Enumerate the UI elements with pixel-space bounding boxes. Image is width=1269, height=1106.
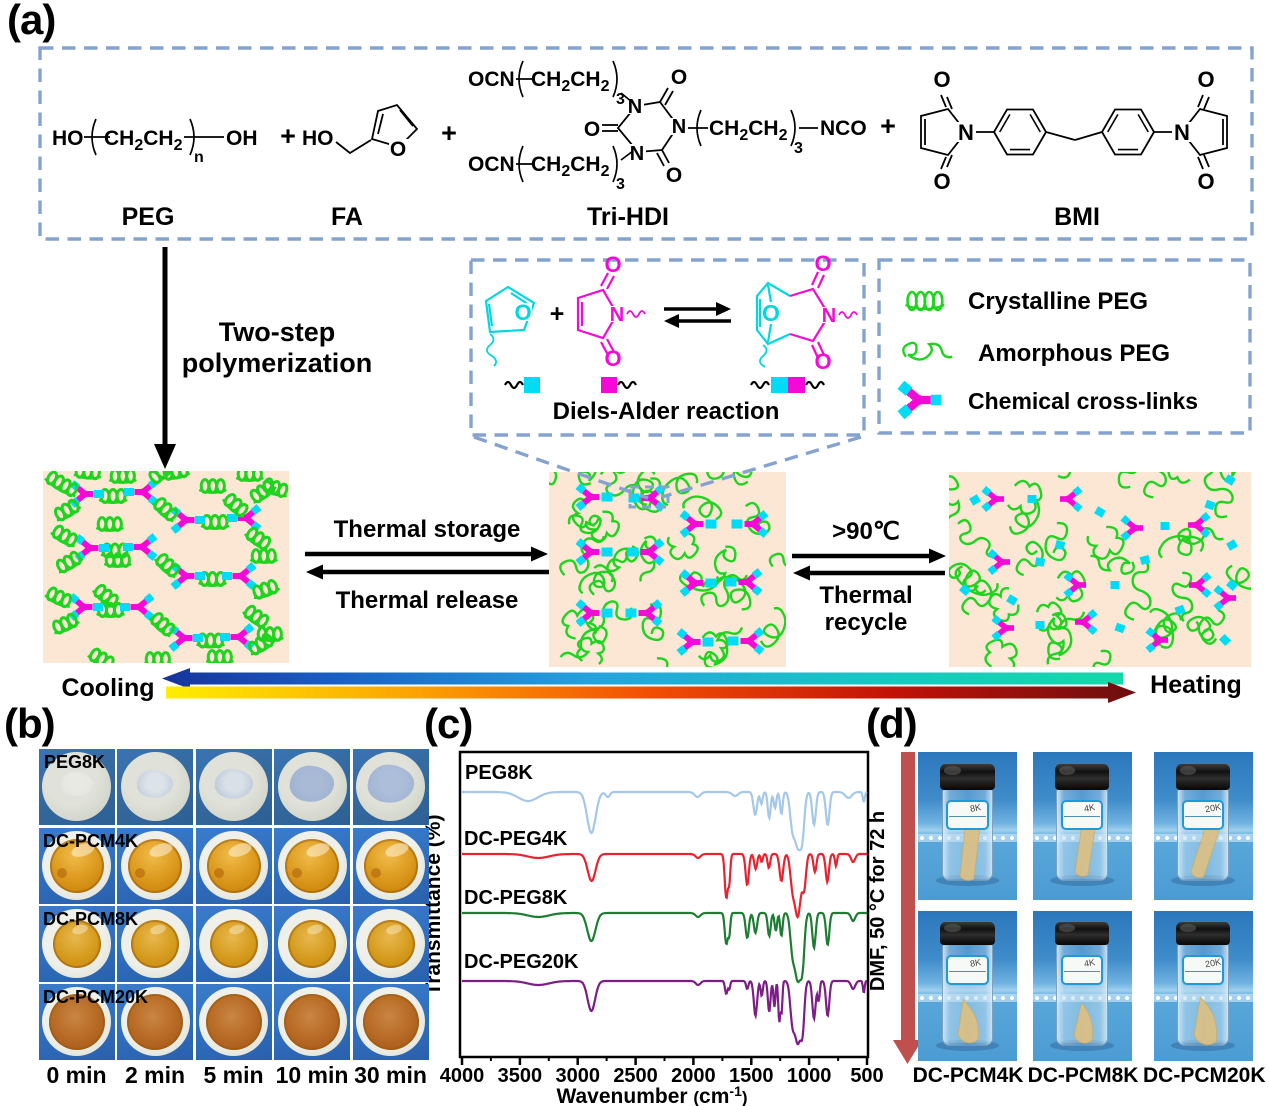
svg-text:PEG8K: PEG8K xyxy=(465,762,533,784)
svg-text:DC-PEG20K: DC-PEG20K xyxy=(464,951,579,973)
svg-text:3: 3 xyxy=(616,91,625,108)
svg-text:O: O xyxy=(584,118,600,141)
svg-text:OCN: OCN xyxy=(468,68,515,91)
svg-text:+: + xyxy=(441,118,457,148)
svg-text:3: 3 xyxy=(794,140,803,157)
svg-text:500: 500 xyxy=(850,1065,883,1087)
svg-text:3500: 3500 xyxy=(498,1065,543,1087)
svg-text:Cooling: Cooling xyxy=(61,674,154,702)
svg-text:1500: 1500 xyxy=(729,1065,774,1087)
svg-text:Wavenumber (cm-1): Wavenumber (cm-1) xyxy=(556,1083,747,1106)
svg-text:2500: 2500 xyxy=(613,1065,658,1087)
svg-text:n: n xyxy=(194,149,204,166)
svg-text:FA: FA xyxy=(331,203,363,231)
svg-text:O: O xyxy=(933,169,950,194)
svg-text:OH: OH xyxy=(226,127,258,150)
svg-text:OCN: OCN xyxy=(468,153,515,176)
svg-text:N: N xyxy=(610,304,624,326)
svg-text:O: O xyxy=(814,251,831,276)
svg-text:O: O xyxy=(604,252,621,277)
svg-text:>90℃: >90℃ xyxy=(832,518,900,545)
svg-text:Heating: Heating xyxy=(1150,671,1242,699)
svg-text:O: O xyxy=(390,138,406,161)
svg-text:1000: 1000 xyxy=(787,1065,832,1087)
svg-text:+: + xyxy=(880,111,896,141)
svg-text:O: O xyxy=(604,346,621,371)
svg-text:N: N xyxy=(822,305,836,327)
svg-text:CH2CH2: CH2CH2 xyxy=(104,127,183,154)
svg-text:recycle: recycle xyxy=(825,609,908,636)
svg-text:polymerization: polymerization xyxy=(182,348,373,378)
svg-text:DC-PEG4K: DC-PEG4K xyxy=(464,828,568,850)
svg-text:N: N xyxy=(630,143,644,165)
svg-text:O: O xyxy=(1197,169,1214,194)
svg-text:Amorphous PEG: Amorphous PEG xyxy=(978,340,1170,367)
svg-text:DC-PEG8K: DC-PEG8K xyxy=(464,887,568,909)
svg-text:Two-step: Two-step xyxy=(219,317,336,347)
svg-text:PEG: PEG xyxy=(122,203,175,231)
svg-text:N: N xyxy=(1174,120,1190,145)
svg-text:HO: HO xyxy=(52,127,84,150)
svg-text:O: O xyxy=(762,300,780,326)
svg-text:CH2CH2: CH2CH2 xyxy=(531,153,610,180)
svg-text:Diels-Alder reaction: Diels-Alder reaction xyxy=(553,398,780,425)
svg-text:Crystalline PEG: Crystalline PEG xyxy=(968,288,1148,315)
svg-text:N: N xyxy=(672,116,686,138)
svg-text:N: N xyxy=(958,120,974,145)
svg-text:CH2CH2: CH2CH2 xyxy=(531,68,610,95)
svg-text:Thermal storage: Thermal storage xyxy=(334,516,521,543)
svg-text:3: 3 xyxy=(616,176,625,193)
svg-text:Chemical cross-links: Chemical cross-links xyxy=(968,388,1198,414)
svg-text:2000: 2000 xyxy=(671,1065,716,1087)
svg-text:O: O xyxy=(514,300,531,325)
svg-text:Thermal: Thermal xyxy=(819,582,912,609)
svg-text:O: O xyxy=(814,349,831,374)
svg-text:+: + xyxy=(280,121,296,151)
svg-text:CH2CH2: CH2CH2 xyxy=(709,117,788,144)
svg-text:O: O xyxy=(666,164,682,187)
svg-text:+: + xyxy=(550,300,565,328)
svg-text:NCO: NCO xyxy=(820,117,867,140)
svg-text:Thermal release: Thermal release xyxy=(336,587,519,614)
svg-text:HO: HO xyxy=(302,127,334,150)
svg-text:4000: 4000 xyxy=(440,1065,485,1087)
svg-text:O: O xyxy=(671,66,687,89)
svg-text:O: O xyxy=(933,67,950,92)
svg-text:BMI: BMI xyxy=(1054,203,1100,231)
svg-text:O: O xyxy=(1197,67,1214,92)
svg-text:Tri-HDI: Tri-HDI xyxy=(587,203,669,231)
svg-text:3000: 3000 xyxy=(555,1065,600,1087)
